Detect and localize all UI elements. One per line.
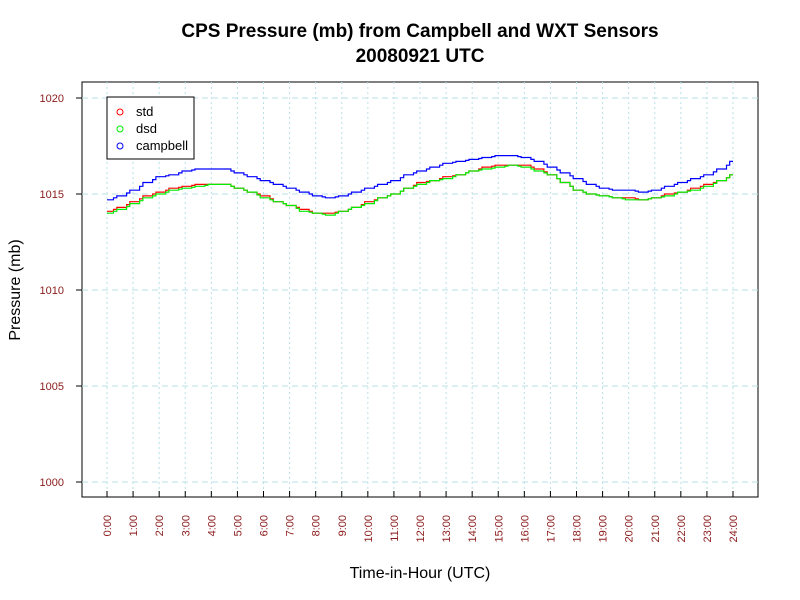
x-tick-label: 1:00 xyxy=(128,515,140,536)
chart-subtitle: 20080921 UTC xyxy=(356,46,485,67)
x-tick-label: 8:00 xyxy=(311,515,323,536)
x-tick-label: 22:00 xyxy=(676,515,688,543)
x-tick-label: 20:00 xyxy=(624,515,636,543)
legend-label-dsd: dsd xyxy=(136,121,157,136)
x-tick-label: 19:00 xyxy=(598,515,610,543)
x-tick-label: 0:00 xyxy=(102,515,114,536)
legend-label-std: std xyxy=(136,104,153,119)
legend-marker-campbell xyxy=(116,142,124,150)
x-axis-label: Time-in-Hour (UTC) xyxy=(350,565,491,582)
legend-marker-dsd xyxy=(116,125,124,133)
y-tick-label: 1005 xyxy=(40,381,64,393)
x-axis-ticks: 0:00 1:00 2:00 3:00 4:00 5:00 6:00 7:00 8:00 9:00… xyxy=(102,491,740,543)
x-tick-label: 23:00 xyxy=(702,515,714,543)
grid-lines xyxy=(82,82,758,497)
x-tick-label: 12:00 xyxy=(415,515,427,543)
series-group xyxy=(107,155,733,216)
series-line-campbell xyxy=(107,155,733,201)
chart-title: CPS Pressure (mb) from Campbell and WXT … xyxy=(181,21,658,42)
legend-label-campbell: campbell xyxy=(136,138,188,153)
legend: std dsd campbell xyxy=(106,96,195,160)
x-tick-label: 5:00 xyxy=(232,515,244,536)
x-tick-label: 9:00 xyxy=(337,515,349,536)
x-tick-label: 13:00 xyxy=(441,515,453,543)
x-tick-label: 4:00 xyxy=(206,515,218,536)
x-tick-label: 7:00 xyxy=(285,515,297,536)
x-tick-label: 24:00 xyxy=(728,515,740,543)
x-tick-label: 14:00 xyxy=(467,515,479,543)
x-tick-label: 10:00 xyxy=(363,515,375,543)
x-tick-label: 18:00 xyxy=(572,515,584,543)
x-tick-label: 16:00 xyxy=(519,515,531,543)
y-axis-ticks: 1000 1005 1010 1015 1020 xyxy=(40,93,82,489)
x-tick-label: 6:00 xyxy=(259,515,271,536)
x-tick-label: 15:00 xyxy=(493,515,505,543)
series-line-dsd xyxy=(107,164,733,216)
x-tick-label: 21:00 xyxy=(650,515,662,543)
x-tick-label: 3:00 xyxy=(180,515,192,536)
y-axis-label: Pressure (mb) xyxy=(7,239,24,340)
y-tick-label: 1000 xyxy=(40,477,64,489)
x-tick-label: 11:00 xyxy=(389,515,401,542)
x-tick-label: 2:00 xyxy=(154,515,166,536)
y-tick-label: 1015 xyxy=(40,189,64,201)
legend-marker-std xyxy=(116,108,124,116)
x-tick-label: 17:00 xyxy=(545,515,557,543)
y-tick-label: 1010 xyxy=(40,285,64,297)
y-tick-label: 1020 xyxy=(40,93,64,105)
